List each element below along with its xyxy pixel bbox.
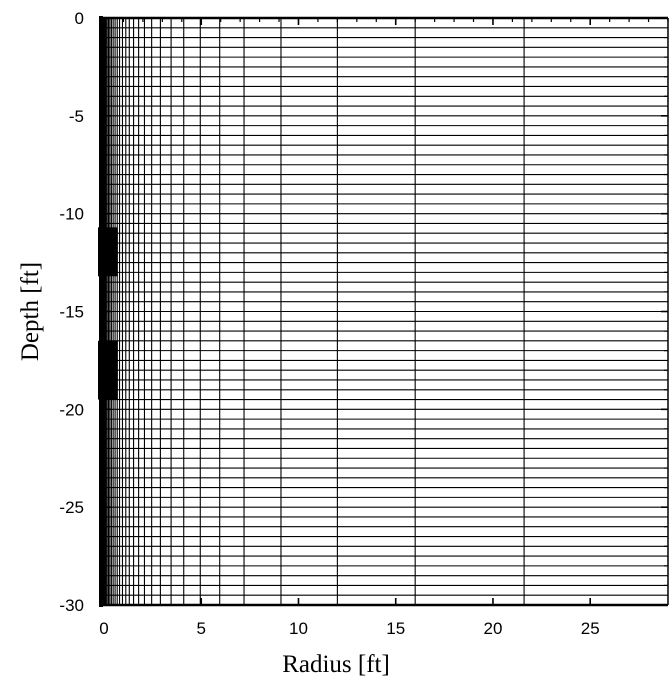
x-tick-label: 25 [581,619,600,638]
x-tick-label: 0 [99,619,108,638]
y-tick-label: -25 [59,498,84,517]
y-tick-label: -15 [59,303,84,322]
y-tick-label: -20 [59,400,84,419]
y-axis-title: Depth [ft] [17,262,44,361]
x-tick-label: 5 [197,619,206,638]
x-tick-labels: 0 5 10 15 20 25 [99,619,599,638]
y-tick-label: -10 [59,205,84,224]
y-tick-label: -30 [59,596,84,615]
y-tick-label: -5 [69,107,84,126]
plot-frame [99,16,669,607]
x-axis-title: Radius [ft] [282,651,390,678]
x-tick-label: 15 [386,619,405,638]
y-tick-labels: 0 -5 -10 -15 -20 -25 -30 [59,9,84,615]
y-tick-label: 0 [75,9,84,28]
vertical-grid-lines [104,18,525,605]
horizontal-grid-lines [104,27,668,596]
x-tick-label: 10 [289,619,308,638]
x-tick-label: 20 [484,619,503,638]
